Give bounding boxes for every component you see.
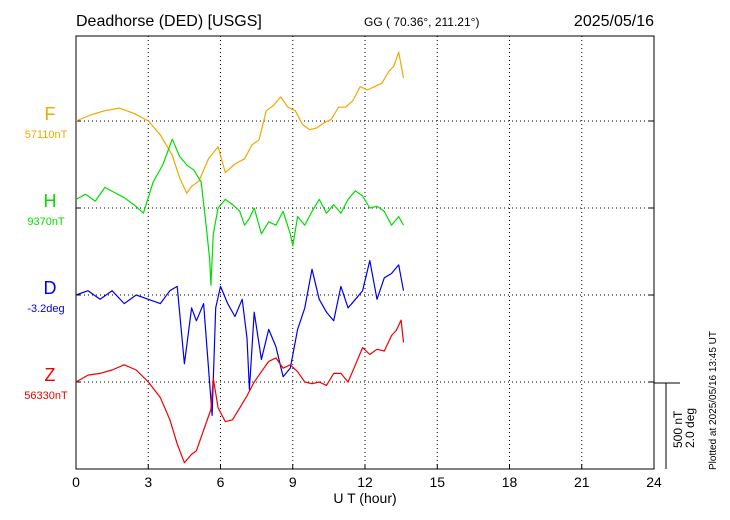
baseline-label-f: 57110nT <box>25 129 68 141</box>
baseline-label-d: -3.2deg <box>27 303 64 315</box>
trace-h <box>75 138 405 286</box>
x-tick-label: 18 <box>502 474 518 490</box>
series-name-h: H <box>44 191 57 211</box>
x-axis-label: U T (hour) <box>333 490 396 506</box>
x-tick-label: 15 <box>429 474 445 490</box>
series-labels: F 57110nT H 9370nT D -3.2deg Z 56330nT <box>24 104 68 402</box>
x-tick-label: 3 <box>144 474 152 490</box>
baseline-label-h: 9370nT <box>27 216 65 228</box>
x-tick-label: 6 <box>217 474 225 490</box>
scale-label-deg: 2.0 deg <box>683 408 697 448</box>
series-name-z: Z <box>45 365 56 385</box>
trace-z <box>75 319 405 464</box>
series-name-f: F <box>45 104 56 124</box>
scale-label-nt: 500 nT <box>671 410 685 448</box>
coords-label: GG ( 70.36°, 211.21°) <box>364 15 479 29</box>
traces <box>75 51 405 464</box>
x-tick-label: 0 <box>72 474 80 490</box>
x-tick-label: 12 <box>357 474 373 490</box>
date-label: 2025/05/16 <box>574 13 654 30</box>
x-tick-label: 21 <box>574 474 590 490</box>
x-axis: 0 3 6 9 12 15 18 21 24 <box>72 120 662 490</box>
x-tick-label: 9 <box>289 474 297 490</box>
baseline-label-z: 56330nT <box>24 390 68 402</box>
trace-f <box>75 51 405 194</box>
trace-d <box>75 260 405 416</box>
series-name-d: D <box>44 278 57 298</box>
station-title: Deadhorse (DED) [USGS] <box>76 13 262 30</box>
plotted-note: Plotted at 2025/05/16 13:45 UT <box>708 331 719 470</box>
grid <box>76 35 654 469</box>
scale-bar: 500 nT 2.0 deg <box>654 382 697 469</box>
x-tick-label: 24 <box>646 474 662 490</box>
